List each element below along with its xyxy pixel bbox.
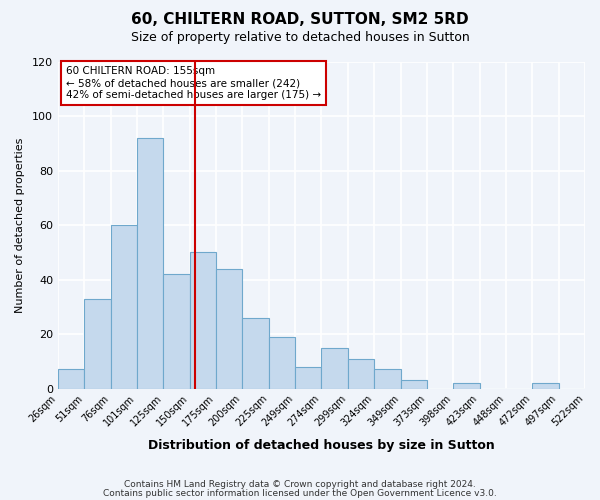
- Bar: [269, 336, 295, 388]
- Bar: [295, 366, 322, 388]
- Bar: [401, 380, 427, 388]
- Bar: [190, 252, 216, 388]
- Bar: [163, 274, 190, 388]
- Bar: [84, 298, 110, 388]
- Bar: [216, 268, 242, 388]
- Bar: [58, 370, 84, 388]
- Bar: [374, 370, 401, 388]
- X-axis label: Distribution of detached houses by size in Sutton: Distribution of detached houses by size …: [148, 440, 495, 452]
- Text: Contains public sector information licensed under the Open Government Licence v3: Contains public sector information licen…: [103, 488, 497, 498]
- Text: 60 CHILTERN ROAD: 155sqm
← 58% of detached houses are smaller (242)
42% of semi-: 60 CHILTERN ROAD: 155sqm ← 58% of detach…: [66, 66, 321, 100]
- Bar: [110, 225, 137, 388]
- Text: Size of property relative to detached houses in Sutton: Size of property relative to detached ho…: [131, 31, 469, 44]
- Bar: [322, 348, 348, 389]
- Bar: [242, 318, 269, 388]
- Text: 60, CHILTERN ROAD, SUTTON, SM2 5RD: 60, CHILTERN ROAD, SUTTON, SM2 5RD: [131, 12, 469, 28]
- Y-axis label: Number of detached properties: Number of detached properties: [15, 138, 25, 312]
- Text: Contains HM Land Registry data © Crown copyright and database right 2024.: Contains HM Land Registry data © Crown c…: [124, 480, 476, 489]
- Bar: [137, 138, 163, 388]
- Bar: [348, 358, 374, 388]
- Bar: [532, 383, 559, 388]
- Bar: [453, 383, 479, 388]
